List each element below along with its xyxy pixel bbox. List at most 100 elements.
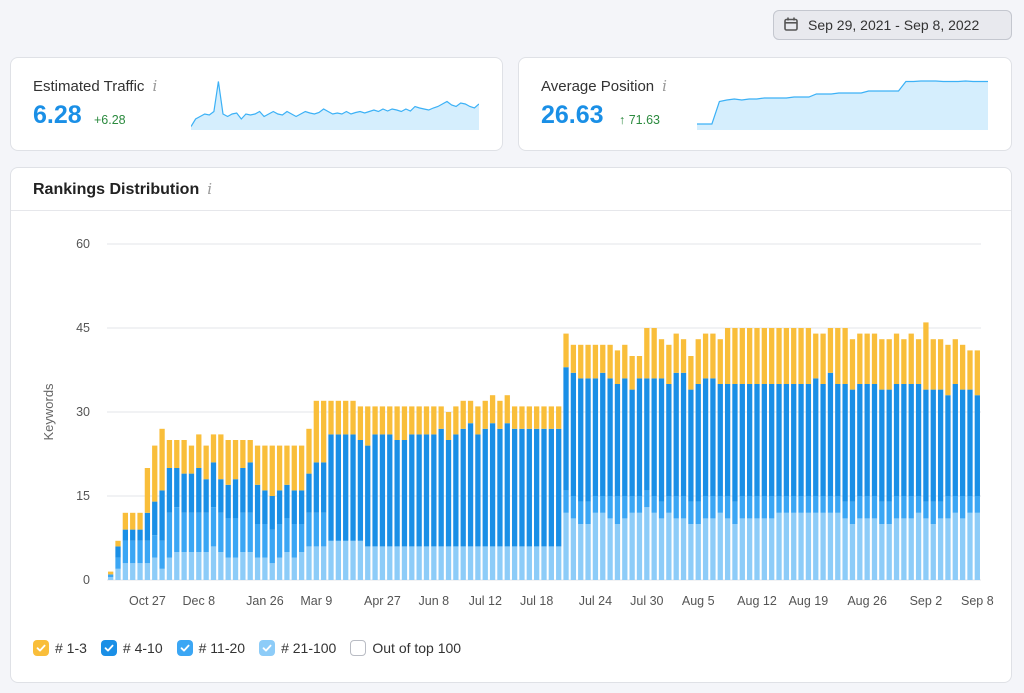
bar-segment[interactable] bbox=[769, 518, 775, 580]
bar-segment[interactable] bbox=[739, 384, 745, 496]
bar-segment[interactable] bbox=[835, 496, 841, 513]
bar-segment[interactable] bbox=[269, 445, 275, 496]
bar-segment[interactable] bbox=[475, 434, 481, 547]
bar-segment[interactable] bbox=[923, 322, 929, 390]
bar-segment[interactable] bbox=[401, 406, 408, 440]
bar-segment[interactable] bbox=[732, 501, 738, 524]
bar-segment[interactable] bbox=[144, 563, 151, 580]
bar-segment[interactable] bbox=[519, 546, 525, 580]
bar-segment[interactable] bbox=[115, 557, 121, 569]
bar-segment[interactable] bbox=[908, 333, 914, 384]
bar-segment[interactable] bbox=[666, 496, 672, 513]
bar-segment[interactable] bbox=[871, 384, 878, 496]
bar-segment[interactable] bbox=[379, 406, 386, 435]
bar-segment[interactable] bbox=[144, 540, 151, 564]
bar-segment[interactable] bbox=[724, 328, 731, 384]
bar-segment[interactable] bbox=[901, 339, 907, 384]
bar-segment[interactable] bbox=[482, 428, 488, 547]
bar-segment[interactable] bbox=[504, 423, 510, 547]
bar-segment[interactable] bbox=[908, 518, 914, 580]
bar-segment[interactable] bbox=[511, 546, 518, 580]
bar-segment[interactable] bbox=[666, 384, 672, 496]
bar-segment[interactable] bbox=[262, 445, 268, 491]
bar-segment[interactable] bbox=[556, 406, 562, 429]
bar-segment[interactable] bbox=[541, 428, 547, 547]
bar-segment[interactable] bbox=[937, 339, 944, 390]
bar-segment[interactable] bbox=[269, 496, 275, 530]
info-icon[interactable]: i bbox=[662, 77, 667, 95]
bar-segment[interactable] bbox=[365, 445, 371, 547]
bar-segment[interactable] bbox=[394, 440, 400, 547]
bar-segment[interactable] bbox=[673, 496, 679, 519]
bar-segment[interactable] bbox=[776, 496, 782, 513]
bar-segment[interactable] bbox=[974, 512, 980, 580]
bar-segment[interactable] bbox=[622, 378, 628, 496]
bar-segment[interactable] bbox=[666, 344, 672, 384]
bar-segment[interactable] bbox=[592, 512, 599, 580]
bar-segment[interactable] bbox=[827, 512, 834, 580]
bar-segment[interactable] bbox=[901, 384, 907, 496]
bar-segment[interactable] bbox=[276, 490, 283, 524]
bar-segment[interactable] bbox=[409, 406, 415, 435]
bar-segment[interactable] bbox=[791, 512, 797, 580]
bar-segment[interactable] bbox=[526, 546, 532, 580]
bar-segment[interactable] bbox=[240, 512, 246, 552]
bar-segment[interactable] bbox=[475, 546, 481, 580]
bar-segment[interactable] bbox=[394, 546, 400, 580]
bar-segment[interactable] bbox=[108, 574, 114, 578]
bar-segment[interactable] bbox=[893, 384, 900, 496]
bar-segment[interactable] bbox=[306, 512, 312, 547]
bar-segment[interactable] bbox=[497, 400, 503, 429]
bar-segment[interactable] bbox=[174, 507, 180, 552]
legend-checkbox[interactable] bbox=[259, 640, 276, 656]
bar-segment[interactable] bbox=[974, 350, 980, 396]
bar-segment[interactable] bbox=[262, 524, 268, 558]
bar-segment[interactable] bbox=[702, 333, 709, 379]
bar-segment[interactable] bbox=[717, 496, 723, 513]
bar-segment[interactable] bbox=[152, 501, 158, 536]
bar-segment[interactable] bbox=[570, 518, 577, 580]
bar-segment[interactable] bbox=[930, 501, 936, 524]
bar-segment[interactable] bbox=[835, 328, 841, 384]
bar-segment[interactable] bbox=[343, 400, 349, 435]
bar-segment[interactable] bbox=[276, 524, 283, 558]
bar-segment[interactable] bbox=[159, 568, 165, 580]
bar-segment[interactable] bbox=[798, 496, 804, 513]
bar-segment[interactable] bbox=[563, 490, 569, 513]
bar-segment[interactable] bbox=[945, 496, 951, 519]
bar-segment[interactable] bbox=[130, 563, 136, 580]
bar-segment[interactable] bbox=[680, 339, 687, 373]
bar-segment[interactable] bbox=[210, 507, 217, 547]
bar-segment[interactable] bbox=[761, 518, 767, 580]
bar-segment[interactable] bbox=[372, 434, 378, 547]
bar-segment[interactable] bbox=[651, 496, 657, 513]
bar-segment[interactable] bbox=[871, 333, 878, 384]
bar-segment[interactable] bbox=[357, 540, 364, 580]
bar-segment[interactable] bbox=[409, 434, 415, 547]
bar-segment[interactable] bbox=[864, 384, 870, 496]
bar-segment[interactable] bbox=[967, 496, 973, 513]
bar-segment[interactable] bbox=[688, 524, 694, 580]
bar-segment[interactable] bbox=[614, 524, 621, 580]
bar-segment[interactable] bbox=[210, 546, 217, 580]
bar-segment[interactable] bbox=[732, 524, 738, 580]
bar-segment[interactable] bbox=[159, 428, 165, 491]
bar-segment[interactable] bbox=[967, 389, 973, 496]
bar-segment[interactable] bbox=[732, 384, 738, 502]
legend-checkbox[interactable] bbox=[176, 640, 193, 656]
bar-segment[interactable] bbox=[952, 512, 958, 580]
bar-segment[interactable] bbox=[857, 333, 863, 384]
bar-segment[interactable] bbox=[739, 518, 745, 580]
bar-segment[interactable] bbox=[901, 496, 907, 519]
bar-segment[interactable] bbox=[614, 350, 621, 384]
bar-segment[interactable] bbox=[600, 372, 606, 496]
bar-segment[interactable] bbox=[276, 557, 283, 580]
bar-segment[interactable] bbox=[915, 496, 922, 513]
bar-segment[interactable] bbox=[879, 339, 885, 390]
bar-segment[interactable] bbox=[232, 479, 239, 519]
bar-segment[interactable] bbox=[254, 484, 261, 524]
bar-segment[interactable] bbox=[122, 563, 129, 580]
bar-segment[interactable] bbox=[607, 344, 613, 379]
bar-segment[interactable] bbox=[695, 339, 701, 384]
bar-segment[interactable] bbox=[526, 406, 532, 429]
